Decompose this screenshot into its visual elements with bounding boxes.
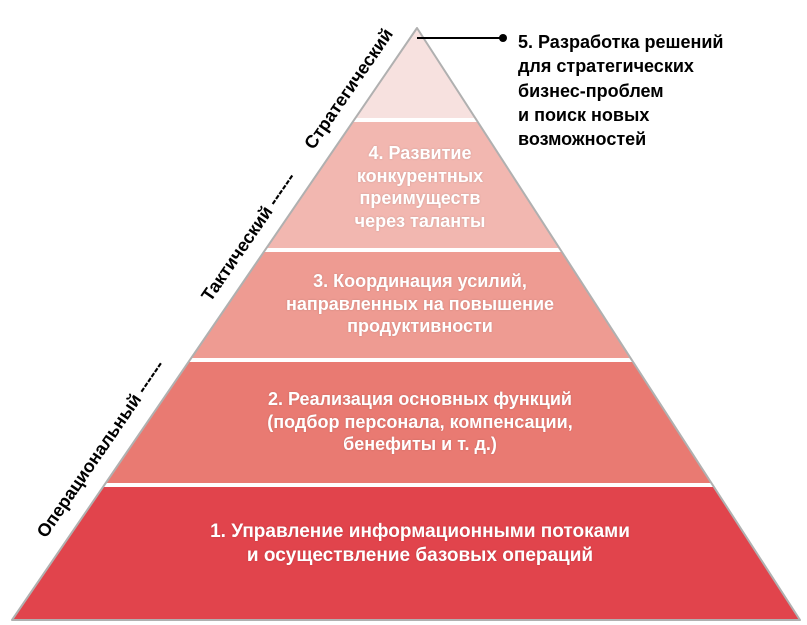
pyramid-band-L1 [12,487,800,620]
pyramid-band-L2 [106,362,712,483]
callout-leader-dot [499,34,507,42]
pyramid-band-L3 [191,252,630,358]
pyramid-layer-5-callout: 5. Разработка решенийдля стратегическихб… [518,30,798,151]
pyramid-diagram: { "type": "pyramid", "canvas": { "width"… [0,0,807,625]
